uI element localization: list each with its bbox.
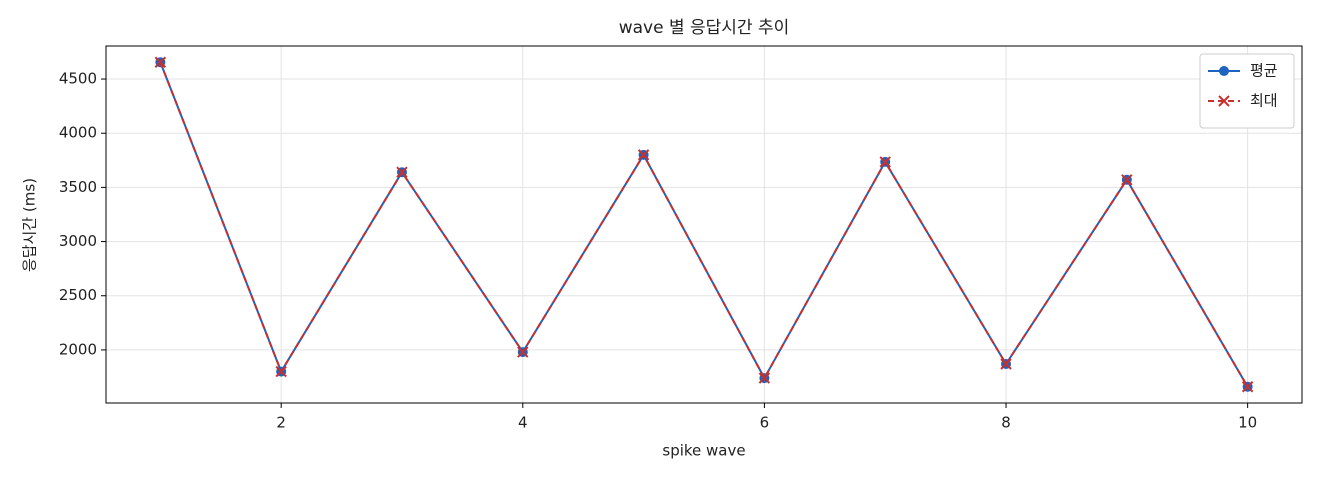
x-axis-label: spike wave	[662, 442, 745, 460]
legend-marker	[1218, 95, 1230, 107]
legend-label: 최대	[1250, 92, 1278, 110]
data-point	[879, 156, 891, 168]
plot-frame	[105, 45, 1303, 404]
x-tick-label: 4	[518, 414, 528, 432]
y-tick-label: 4500	[59, 70, 97, 88]
legend-box	[1199, 53, 1295, 129]
x-tick-label: 10	[1238, 414, 1257, 432]
data-point	[1000, 358, 1012, 370]
y-axis-label: 응답시간 (ms)	[21, 178, 39, 272]
legend-label: 평균	[1250, 62, 1278, 80]
legend-marker	[1219, 66, 1229, 76]
y-tick-label: 4000	[59, 124, 97, 142]
y-tick-label: 2500	[59, 286, 97, 304]
data-point	[517, 346, 529, 358]
x-tick-label: 8	[1001, 414, 1011, 432]
data-point	[637, 149, 650, 161]
data-point	[758, 372, 771, 384]
data-point	[275, 365, 287, 378]
x-tick-label: 6	[760, 414, 770, 432]
data-point	[1121, 174, 1133, 186]
chart-title: wave 별 응답시간 추이	[619, 18, 790, 38]
series-line	[159, 61, 1249, 388]
y-tick-label: 3000	[59, 232, 97, 250]
data-point	[1241, 381, 1254, 393]
y-tick-label: 3500	[59, 178, 97, 196]
data-point	[396, 166, 408, 178]
x-tick-label: 2	[276, 414, 286, 432]
data-point	[154, 56, 167, 68]
y-tick-label: 2000	[59, 340, 97, 358]
